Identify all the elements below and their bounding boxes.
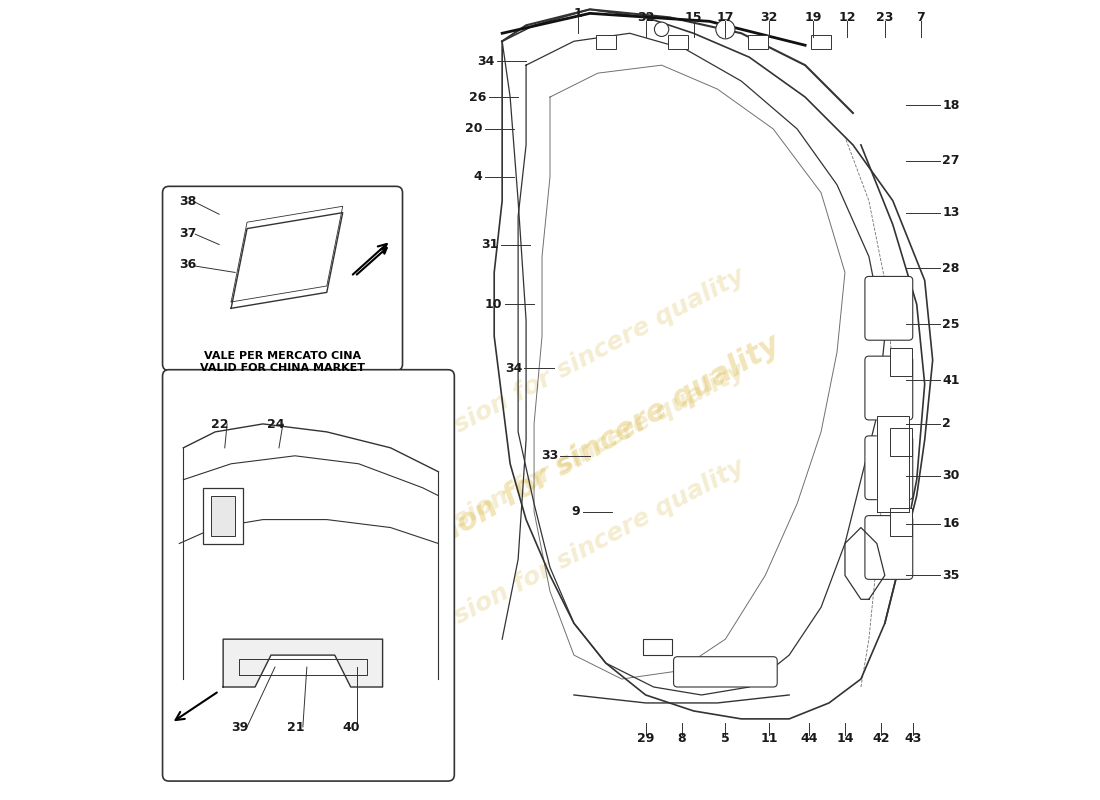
Text: 5: 5 bbox=[720, 732, 729, 746]
Text: 11: 11 bbox=[760, 732, 778, 746]
Text: 41: 41 bbox=[943, 374, 959, 386]
Bar bbox=[596, 35, 616, 50]
FancyBboxPatch shape bbox=[865, 436, 913, 500]
Text: 4: 4 bbox=[473, 170, 482, 183]
Text: 8: 8 bbox=[678, 732, 686, 746]
Text: 21: 21 bbox=[287, 721, 305, 734]
Text: 40: 40 bbox=[343, 721, 360, 734]
Bar bbox=[668, 35, 688, 50]
Text: a passion for sincere quality: a passion for sincere quality bbox=[384, 263, 748, 473]
FancyBboxPatch shape bbox=[865, 356, 913, 420]
Text: 29: 29 bbox=[637, 732, 654, 746]
Text: 42: 42 bbox=[872, 732, 890, 746]
Text: 28: 28 bbox=[943, 262, 959, 275]
Text: 39: 39 bbox=[231, 721, 249, 734]
Text: 25: 25 bbox=[943, 318, 959, 330]
Text: VALID FOR CHINA MARKET: VALID FOR CHINA MARKET bbox=[200, 363, 365, 373]
Text: 18: 18 bbox=[943, 98, 959, 111]
Text: 36: 36 bbox=[179, 258, 197, 271]
Text: 34: 34 bbox=[505, 362, 522, 374]
Text: 20: 20 bbox=[464, 122, 482, 135]
Text: 19: 19 bbox=[804, 11, 822, 24]
Circle shape bbox=[716, 20, 735, 39]
FancyBboxPatch shape bbox=[163, 370, 454, 781]
Text: 24: 24 bbox=[267, 418, 285, 431]
Bar bbox=[748, 35, 768, 50]
Bar bbox=[204, 488, 243, 543]
Text: 13: 13 bbox=[943, 206, 959, 219]
Text: a passion for sincere quality: a passion for sincere quality bbox=[384, 454, 748, 664]
Text: 32: 32 bbox=[760, 11, 778, 24]
Text: 30: 30 bbox=[943, 470, 959, 482]
Text: 27: 27 bbox=[943, 154, 959, 167]
FancyBboxPatch shape bbox=[865, 277, 913, 340]
FancyBboxPatch shape bbox=[865, 515, 913, 579]
Text: 23: 23 bbox=[876, 11, 893, 24]
Text: 33: 33 bbox=[541, 450, 558, 462]
Text: 32: 32 bbox=[637, 11, 654, 24]
Text: 37: 37 bbox=[179, 226, 197, 239]
Circle shape bbox=[654, 22, 669, 37]
Text: 35: 35 bbox=[943, 569, 959, 582]
Bar bbox=[890, 508, 912, 535]
Bar bbox=[211, 496, 235, 535]
Text: 9: 9 bbox=[572, 505, 581, 518]
Text: 1: 1 bbox=[573, 7, 582, 20]
Bar bbox=[890, 348, 912, 376]
Text: 16: 16 bbox=[943, 517, 959, 530]
Text: a passion for sincere quality: a passion for sincere quality bbox=[346, 329, 785, 598]
Text: 43: 43 bbox=[904, 732, 922, 746]
FancyBboxPatch shape bbox=[673, 657, 778, 687]
Text: 10: 10 bbox=[485, 298, 503, 311]
Text: 15: 15 bbox=[684, 11, 702, 24]
Text: 34: 34 bbox=[476, 54, 494, 68]
Text: VALE PER MERCATO CINA: VALE PER MERCATO CINA bbox=[205, 351, 362, 361]
Polygon shape bbox=[877, 416, 909, 512]
Text: 7: 7 bbox=[916, 11, 925, 24]
FancyBboxPatch shape bbox=[163, 186, 403, 370]
Text: a passion for sincere quality: a passion for sincere quality bbox=[384, 359, 748, 569]
Text: 26: 26 bbox=[469, 90, 486, 103]
Text: 44: 44 bbox=[801, 732, 817, 746]
Polygon shape bbox=[223, 639, 383, 687]
Bar bbox=[644, 639, 672, 655]
Bar bbox=[812, 35, 832, 50]
Text: 31: 31 bbox=[481, 238, 498, 251]
Text: 22: 22 bbox=[211, 418, 229, 431]
Text: 17: 17 bbox=[716, 11, 734, 24]
Bar bbox=[890, 428, 912, 456]
Text: 38: 38 bbox=[179, 194, 197, 208]
Text: 2: 2 bbox=[943, 418, 951, 430]
Text: 14: 14 bbox=[836, 732, 854, 746]
Text: 12: 12 bbox=[838, 11, 856, 24]
